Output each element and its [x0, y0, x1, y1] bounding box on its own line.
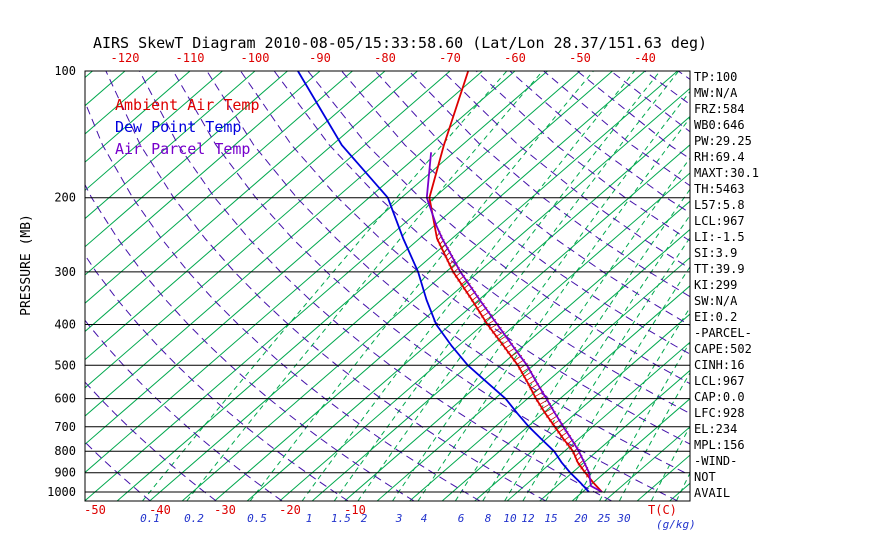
stat-line: TH:5463	[694, 182, 745, 196]
bottom-temp-label: -20	[279, 503, 301, 517]
stat-line: -PARCEL-	[694, 326, 752, 340]
pressure-tick-label: 200	[54, 191, 76, 205]
mixing-ratio-label: 12	[521, 512, 535, 525]
pressure-tick-label: 100	[54, 64, 76, 78]
mixing-ratio-label: 25	[597, 512, 610, 525]
stat-line: LCL:967	[694, 214, 745, 228]
stat-line: PW:29.25	[694, 134, 752, 148]
dry-adiabat-lines	[85, 71, 690, 501]
mixing-ratio-label: 4	[421, 512, 428, 525]
legend-dew-point-temp: Dew Point Temp	[115, 118, 242, 136]
stat-line: L57:5.8	[694, 198, 745, 212]
pressure-axis-title: PRESSURE (MB)	[19, 214, 34, 316]
top-axis-label: -70	[439, 51, 461, 65]
temp-unit-label: T(C)	[648, 503, 677, 517]
mixing-ratio-label: 8	[485, 512, 492, 525]
mixing-ratio-label: 30	[616, 512, 631, 525]
stat-line: EI:0.2	[694, 310, 738, 324]
mixing-ratio-label: 3	[395, 512, 403, 525]
plot-border	[84, 70, 691, 502]
pressure-tick-label: 800	[54, 444, 76, 458]
stat-line: LI:-1.5	[694, 230, 745, 244]
mixing-ratio-label: 2	[361, 512, 368, 525]
pressure-tick-label: 600	[54, 392, 76, 406]
stat-line: TP:100	[694, 70, 738, 84]
mixing-ratio-label: 0.1	[140, 512, 160, 525]
top-axis-label: -60	[504, 51, 526, 65]
stat-line: CINH:16	[694, 358, 745, 372]
pressure-tick-label: 400	[54, 317, 76, 331]
series-air-parcel-temp	[425, 152, 603, 493]
stats-panel: TP:100 MW:N/A FRZ:584 WB0:646 PW:29.25 RH:69.…	[694, 69, 759, 501]
stat-line: KI:299	[694, 278, 738, 292]
stat-line: TT:39.9	[694, 262, 745, 276]
top-axis-label: -80	[374, 51, 396, 65]
top-axis-label: -40	[634, 51, 656, 65]
stat-line: MW:N/A	[694, 86, 738, 100]
legend-air-parcel-temp: Air Parcel Temp	[115, 140, 251, 158]
series-dew-point-temp	[297, 71, 590, 493]
chart-title: AIRS SkewT Diagram 2010-08-05/15:33:58.6…	[92, 34, 708, 52]
bottom-temp-label: -30	[214, 503, 236, 517]
stat-line: RH:69.4	[694, 150, 745, 164]
stat-line: WB0:646	[694, 118, 745, 132]
pressure-tick-label: 300	[54, 265, 76, 279]
pressure-tick-label: 900	[54, 466, 76, 480]
top-axis-label: -100	[241, 51, 270, 65]
stat-line: LCL:967	[694, 374, 745, 388]
legend: Ambient Air Temp Dew Point Temp Air Parc…	[115, 94, 260, 160]
mixing-ratio-label: 15	[544, 512, 557, 525]
stat-line: MPL:156	[694, 438, 745, 452]
mixing-ratio-label: 6	[458, 512, 465, 525]
stat-line: CAP:0.0	[694, 390, 745, 404]
stat-line: FRZ:584	[694, 102, 745, 116]
top-axis-label: -120	[111, 51, 140, 65]
mixing-unit-label: (g/kg)	[656, 518, 696, 531]
pressure-tick-label: 700	[54, 420, 76, 434]
stat-line: AVAIL	[694, 486, 731, 500]
legend-ambient-air-temp: Ambient Air Temp	[115, 96, 260, 114]
stat-line: SW:N/A	[694, 294, 738, 308]
mixing-ratio-label: 1.5	[331, 512, 351, 525]
mixing-ratio-label: 0.2	[184, 512, 204, 525]
bottom-temp-label: -50	[84, 503, 106, 517]
isotherm-lines	[85, 71, 690, 501]
plot-area	[85, 71, 690, 501]
stat-line: NOT	[694, 470, 716, 484]
mixing-ratio-label: 0.5	[247, 512, 267, 525]
top-axis-label: -50	[569, 51, 591, 65]
mixing-ratio-label: 10	[503, 512, 517, 525]
bottom-temp-label: -40	[149, 503, 171, 517]
top-axis-label: -110	[176, 51, 205, 65]
stat-line: SI:3.9	[694, 246, 738, 260]
mixing-ratio-label: 1	[306, 512, 313, 525]
top-axis-label: -90	[309, 51, 331, 65]
stat-line: CAPE:502	[694, 342, 752, 356]
stat-line: EL:234	[694, 422, 738, 436]
stat-line: MAXT:30.1	[694, 166, 760, 180]
pressure-tick-label: 1000	[47, 485, 76, 499]
stat-line: LFC:928	[694, 406, 745, 420]
series-ambient-air-temp	[428, 71, 603, 493]
mixing-ratio-label: 20	[574, 512, 588, 525]
bottom-temp-label: -10	[344, 503, 366, 517]
stat-line: -WIND-	[694, 454, 738, 468]
pressure-tick-label: 500	[54, 358, 76, 372]
